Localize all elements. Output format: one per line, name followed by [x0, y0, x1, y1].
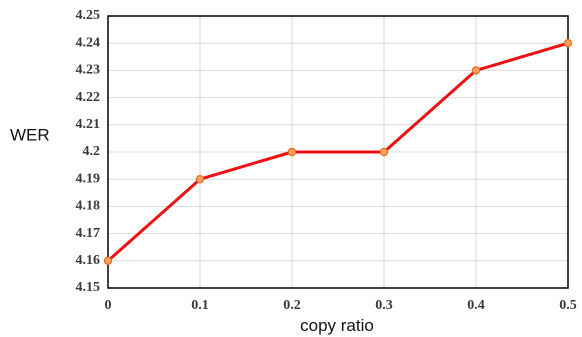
- data-point: [103, 256, 113, 265]
- data-point: [563, 39, 573, 48]
- y-tick-label: 4.15: [76, 280, 101, 295]
- y-tick-label: 4.2: [83, 144, 101, 159]
- y-tick-label: 4.22: [76, 90, 101, 105]
- y-axis-tick-labels: 4.15 4.16 4.17 4.18 4.19 4.2 4.21 4.22 4.23 4.24 4…: [76, 8, 101, 295]
- data-point: [471, 66, 481, 75]
- data-point: [379, 147, 389, 157]
- x-tick-label: 0.3: [375, 298, 393, 313]
- x-tick-label: 0.2: [283, 298, 301, 313]
- x-axis-title: copy ratio: [300, 316, 374, 335]
- y-tick-label: 4.23: [76, 63, 101, 78]
- series-line: [106, 41, 570, 263]
- x-tick-label: 0.5: [559, 298, 577, 313]
- y-tick-label: 4.16: [76, 253, 101, 268]
- x-axis-tick-labels: 0 0.1 0.2 0.3 0.4 0.5: [105, 298, 577, 313]
- x-tick-label: 0: [105, 298, 112, 313]
- x-tick-label: 0.4: [467, 298, 485, 313]
- y-axis-title: WER: [10, 125, 50, 144]
- series-group: [103, 39, 573, 265]
- plot-area-frame: [107, 15, 569, 289]
- y-tick-label: 4.17: [76, 226, 101, 241]
- data-point: [287, 147, 297, 157]
- data-point: [195, 174, 205, 184]
- y-tick-label: 4.24: [76, 35, 101, 50]
- y-tick-label: 4.25: [76, 8, 101, 23]
- y-tick-label: 4.21: [76, 117, 101, 132]
- y-tick-label: 4.18: [76, 199, 101, 214]
- y-tick-label: 4.19: [76, 171, 101, 186]
- x-tick-label: 0.1: [191, 298, 209, 313]
